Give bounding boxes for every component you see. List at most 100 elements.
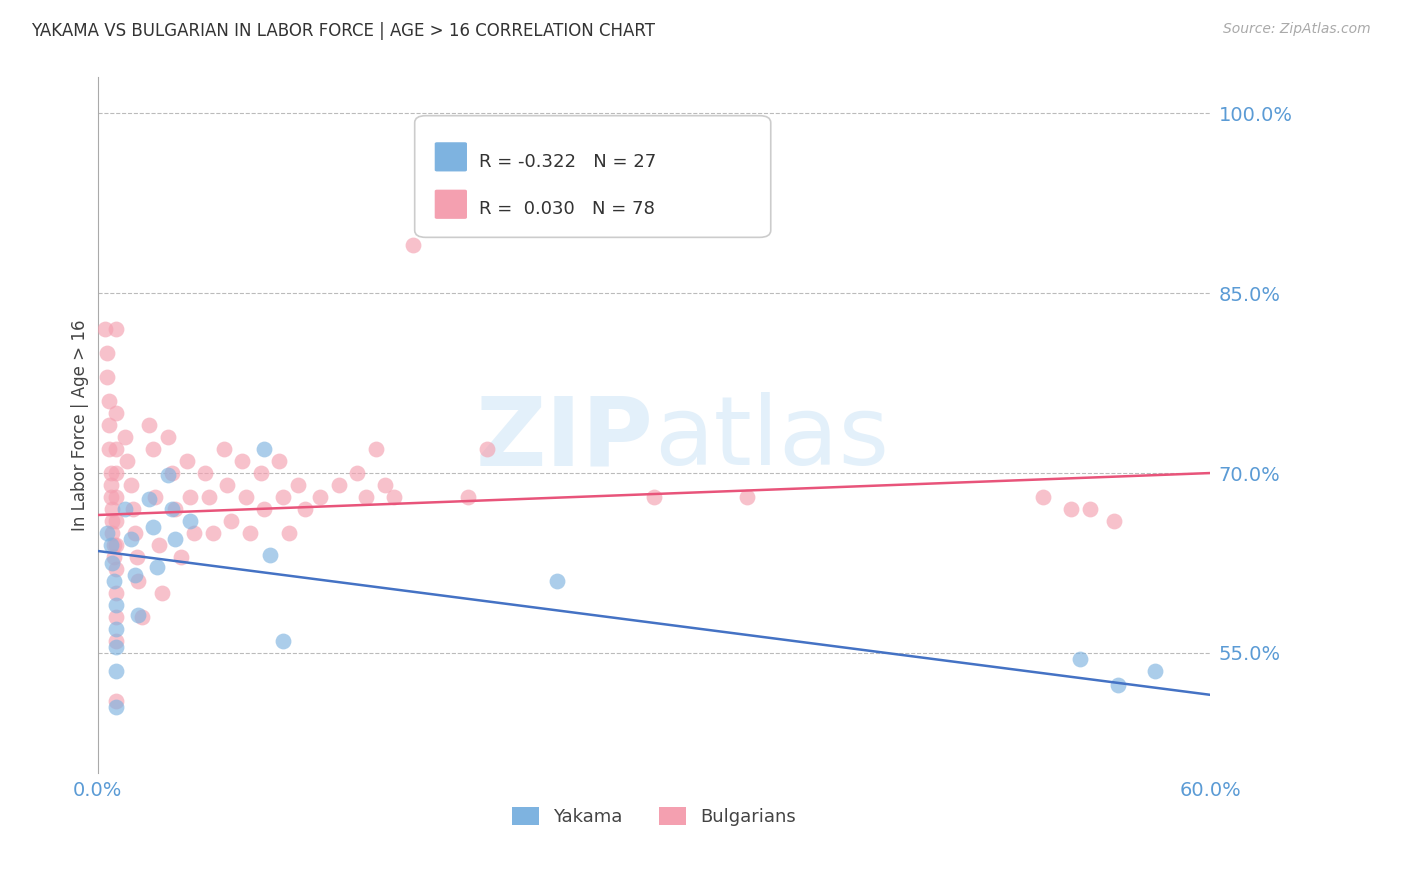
Point [103,549,125,564]
Point [105,562,128,576]
Point [105,598,128,612]
Point [96,526,118,541]
Point [96,370,118,384]
Point [253,442,276,456]
Point [101,502,124,516]
Point [253,502,276,516]
Point [249,466,271,480]
Point [160,502,183,516]
Point [294,502,316,516]
Point [138,492,160,507]
Point [157,468,180,483]
Point [120,478,142,492]
Point [1032,490,1054,504]
Point [382,490,405,504]
Point [143,490,166,504]
Point [328,478,350,492]
Text: atlas: atlas [654,392,889,485]
Point [105,406,128,420]
Point [194,466,217,480]
Text: R =  0.030   N = 78: R = 0.030 N = 78 [479,200,655,219]
Point [1143,664,1166,678]
Point [101,526,124,541]
Point [100,478,122,492]
Point [105,466,128,480]
Point [148,538,170,552]
Point [160,466,183,480]
Text: R = -0.322   N = 27: R = -0.322 N = 27 [479,153,657,170]
Point [287,478,309,492]
Point [105,699,128,714]
Point [271,633,294,648]
Point [374,478,396,492]
Point [1102,514,1125,528]
Point [105,622,128,636]
Point [127,607,149,622]
Point [96,346,118,360]
Point [94,322,117,336]
Point [97,394,120,409]
Point [475,442,498,456]
Point [101,556,124,570]
Point [170,549,193,564]
Point [165,502,187,516]
Point [131,610,153,624]
Text: YAKAMA VS BULGARIAN IN LABOR FORCE | AGE > 16 CORRELATION CHART: YAKAMA VS BULGARIAN IN LABOR FORCE | AGE… [31,22,655,40]
Point [124,568,146,582]
Point [165,532,187,546]
Point [105,694,128,708]
Point [138,418,160,433]
FancyBboxPatch shape [434,190,467,219]
Point [346,466,368,480]
Point [105,664,128,678]
Point [735,490,758,504]
Point [183,526,205,541]
Point [105,586,128,600]
Point [105,322,128,336]
Text: Source: ZipAtlas.com: Source: ZipAtlas.com [1223,22,1371,37]
Point [231,454,253,468]
Point [117,454,139,468]
Point [121,502,143,516]
Point [105,633,128,648]
Point [1078,502,1101,516]
Point [309,490,332,504]
Point [105,610,128,624]
Point [100,538,122,552]
Point [101,514,124,528]
Point [212,442,235,456]
Point [643,490,665,504]
Point [217,478,239,492]
Point [142,520,165,534]
Point [1069,652,1091,666]
Point [125,549,148,564]
Point [179,514,201,528]
Legend: Yakama, Bulgarians: Yakama, Bulgarians [505,799,803,833]
Point [114,502,136,516]
Point [356,490,378,504]
Point [219,514,242,528]
Point [201,526,224,541]
Point [124,526,146,541]
Point [157,430,180,444]
Point [103,574,125,588]
Point [142,442,165,456]
FancyBboxPatch shape [434,142,467,171]
Point [176,454,198,468]
Text: ZIP: ZIP [477,392,654,485]
Point [127,574,149,588]
Point [259,548,281,562]
Point [105,442,128,456]
FancyBboxPatch shape [415,116,770,237]
Point [152,586,174,600]
Point [235,490,257,504]
Point [269,454,291,468]
Point [103,538,125,552]
Point [271,490,294,504]
Point [1107,678,1129,692]
Point [105,490,128,504]
Point [402,238,425,252]
Point [97,442,120,456]
Point [105,640,128,654]
Point [277,526,299,541]
